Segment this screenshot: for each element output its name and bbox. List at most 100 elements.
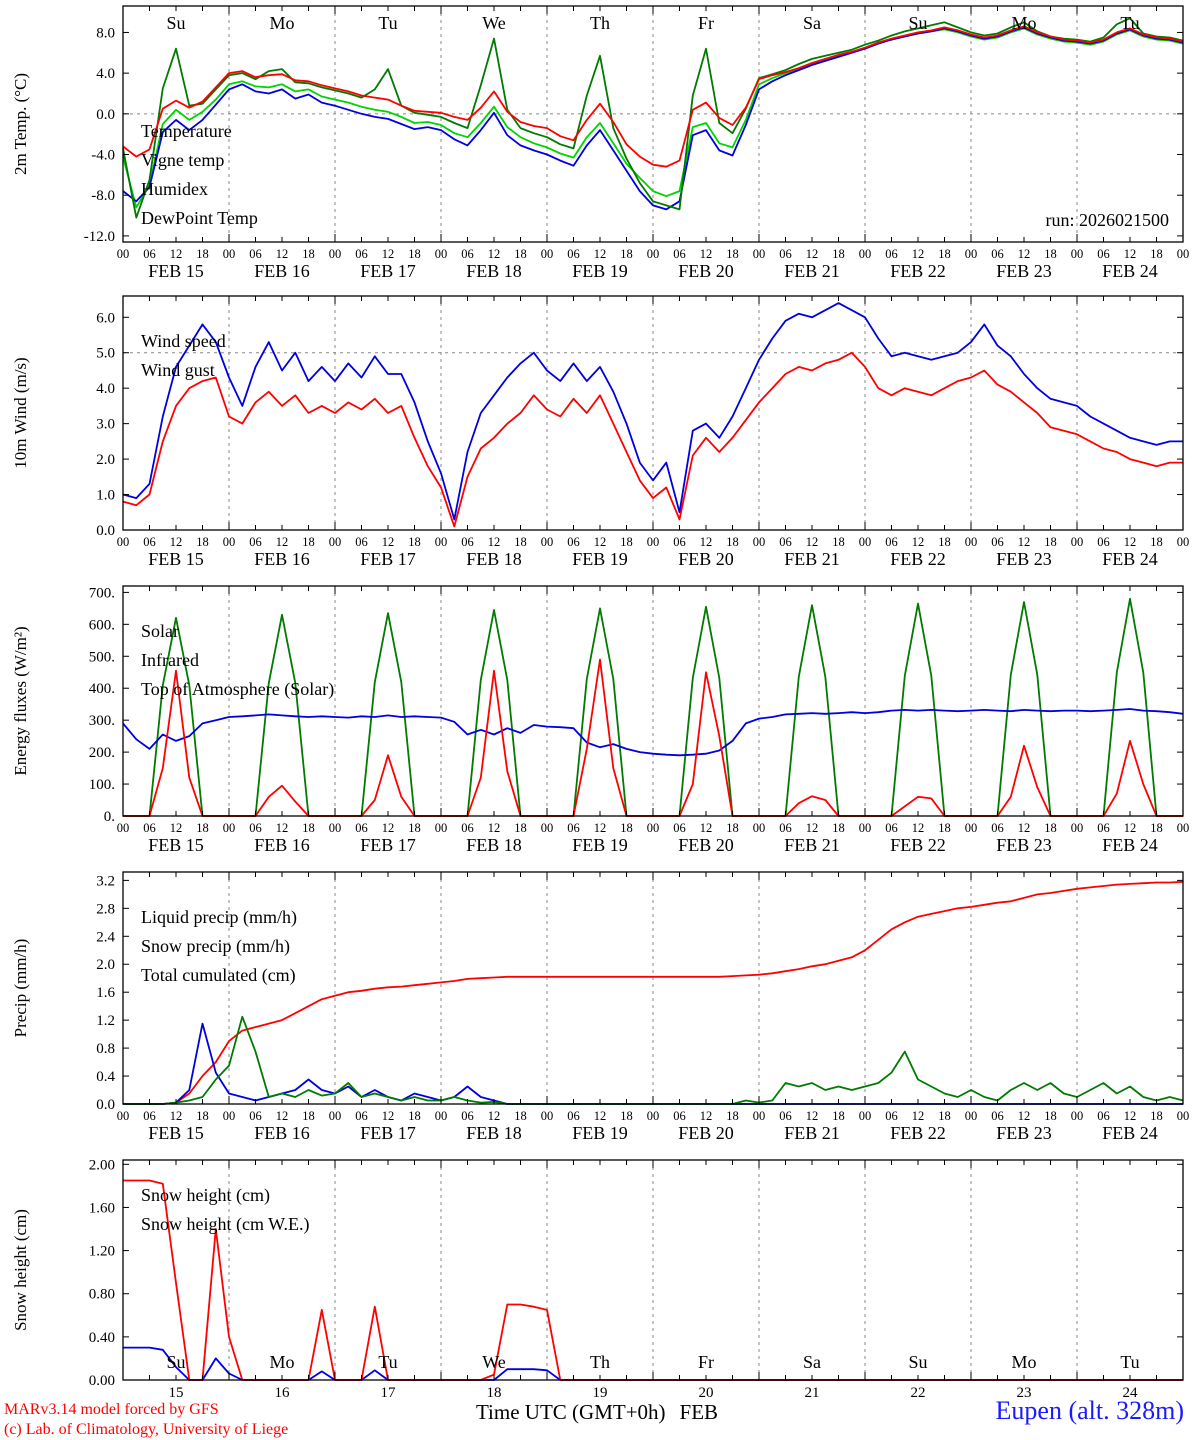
hour-tick-label: 00 (223, 247, 236, 261)
date-label: FEB 15 (148, 835, 204, 855)
y-tick-label: 3.0 (96, 417, 115, 433)
hour-tick-label: 18 (408, 535, 421, 549)
hour-tick-label: 12 (382, 247, 395, 261)
hour-tick-label: 06 (249, 821, 262, 835)
y-tick-label: 3.2 (96, 873, 115, 889)
legend-label: Humidex (141, 179, 208, 199)
hour-tick-label: 00 (541, 247, 554, 261)
hour-tick-label: 06 (355, 1109, 368, 1123)
weekday-label: Sa (803, 1352, 821, 1372)
hour-tick-label: 18 (1044, 821, 1057, 835)
date-label: FEB 17 (360, 1123, 416, 1143)
month-label: FEB (679, 1400, 719, 1424)
date-label: FEB 18 (466, 261, 522, 281)
date-label: FEB 23 (996, 549, 1052, 569)
y-tick-label: 0.4 (96, 1069, 115, 1085)
weekday-label: Tu (378, 13, 397, 33)
hour-tick-label: 18 (302, 821, 315, 835)
hour-tick-label: 06 (991, 535, 1004, 549)
date-label: FEB 17 (360, 835, 416, 855)
date-label: FEB 15 (148, 1123, 204, 1143)
hour-tick-label: 18 (1150, 535, 1163, 549)
y-tick-label: 1.6 (96, 985, 115, 1001)
hour-tick-label: 12 (1124, 821, 1137, 835)
hour-tick-label: 12 (488, 535, 501, 549)
y-tick-label: 2.0 (96, 452, 115, 468)
y-tick-label: 0.00 (89, 1373, 115, 1389)
y-tick-label: 600. (89, 617, 115, 633)
y-tick-label: 2.8 (96, 901, 115, 917)
hour-tick-label: 12 (1018, 1109, 1031, 1123)
hour-tick-label: 18 (1150, 1109, 1163, 1123)
series-wind-gust (122, 302, 1183, 521)
flux-panel: 700. 600. 500. 400. 300. 200. 100. 0. Solar Infra… (11, 585, 1189, 855)
snow-panel: 2.00 1.60 1.20 0.80 0.40 0.00 Snow height (cm)… (11, 1157, 1184, 1401)
hour-tick-label: 00 (1071, 247, 1084, 261)
hour-tick-label: 06 (567, 535, 580, 549)
hour-tick-label: 00 (223, 535, 236, 549)
y-tick-label: 2.00 (89, 1157, 115, 1173)
hour-tick-label: 06 (673, 821, 686, 835)
day-number-label: 15 (169, 1385, 184, 1401)
hour-tick-label: 18 (514, 535, 527, 549)
weekday-label: Su (908, 1352, 927, 1372)
legend-label: Total cumulated (cm) (141, 965, 296, 986)
hour-tick-label: 00 (753, 1109, 766, 1123)
weekday-label: We (482, 13, 506, 33)
hour-tick-label: 12 (912, 1109, 925, 1123)
wind-panel: 6.0 5.0 4.0 3.0 2.0 1.0 0.0 Wind speed Wind gust… (11, 295, 1189, 569)
hour-tick-label: 18 (726, 535, 739, 549)
hour-tick-label: 18 (408, 247, 421, 261)
hour-tick-label: 12 (1124, 247, 1137, 261)
station-label: Eupen (alt. 328m) (995, 1396, 1184, 1425)
hour-tick-label: 06 (249, 535, 262, 549)
hour-tick-label: 18 (620, 821, 633, 835)
legend-label: Infrared (141, 650, 199, 670)
date-label: FEB 15 (148, 549, 204, 569)
y-tick-label: 4.0 (96, 381, 115, 397)
hour-tick-label: 06 (461, 821, 474, 835)
series-wind-speed (122, 351, 1183, 528)
hour-tick-label: 12 (700, 535, 713, 549)
day-number-label: 20 (699, 1385, 714, 1401)
hour-tick-label: 12 (594, 535, 607, 549)
hour-tick-label: 18 (1044, 535, 1057, 549)
hour-tick-label: 06 (143, 1109, 156, 1123)
run-label: run: 2026021500 (1046, 210, 1170, 230)
hour-tick-label: 18 (514, 821, 527, 835)
date-label: FEB 21 (784, 549, 840, 569)
hour-tick-label: 00 (329, 1109, 342, 1123)
date-label: FEB 17 (360, 549, 416, 569)
hour-tick-label: 06 (1097, 821, 1110, 835)
hour-tick-label: 00 (223, 1109, 236, 1123)
y-tick-label: 0.0 (96, 107, 115, 123)
hour-tick-label: 12 (488, 247, 501, 261)
hour-tick-label: 00 (117, 247, 130, 261)
hour-tick-label: 18 (302, 247, 315, 261)
hour-tick-label: 06 (567, 1109, 580, 1123)
legend-label: Wind gust (141, 360, 215, 380)
hour-tick-label: 18 (514, 1109, 527, 1123)
hour-tick-label: 00 (435, 247, 448, 261)
hour-tick-label: 06 (1097, 1109, 1110, 1123)
y-tick-label: 0.40 (89, 1330, 115, 1346)
hour-tick-label: 06 (143, 821, 156, 835)
hour-tick-label: 06 (461, 247, 474, 261)
hour-tick-label: 00 (1177, 247, 1190, 261)
hour-tick-label: 06 (885, 535, 898, 549)
day-number-label: 17 (381, 1385, 397, 1401)
hour-tick-label: 00 (1071, 1109, 1084, 1123)
y-tick-label: 5.0 (96, 346, 115, 362)
hour-tick-label: 00 (435, 535, 448, 549)
hour-tick-label: 12 (488, 821, 501, 835)
weekday-label: Su (166, 1352, 185, 1372)
hour-tick-label: 12 (594, 821, 607, 835)
hour-tick-label: 06 (567, 821, 580, 835)
day-number-label: 24 (1123, 1385, 1139, 1401)
legend-label: Temperature (141, 121, 232, 141)
legend-label: Snow precip (mm/h) (141, 936, 290, 957)
x-axis-title: Time UTC (GMT+0h) FEB (0, 1400, 1194, 1425)
y-tick-label: 0. (104, 809, 115, 825)
y-axis-title: Precip (mm/h) (11, 939, 30, 1038)
weekday-label: Su (908, 13, 927, 33)
